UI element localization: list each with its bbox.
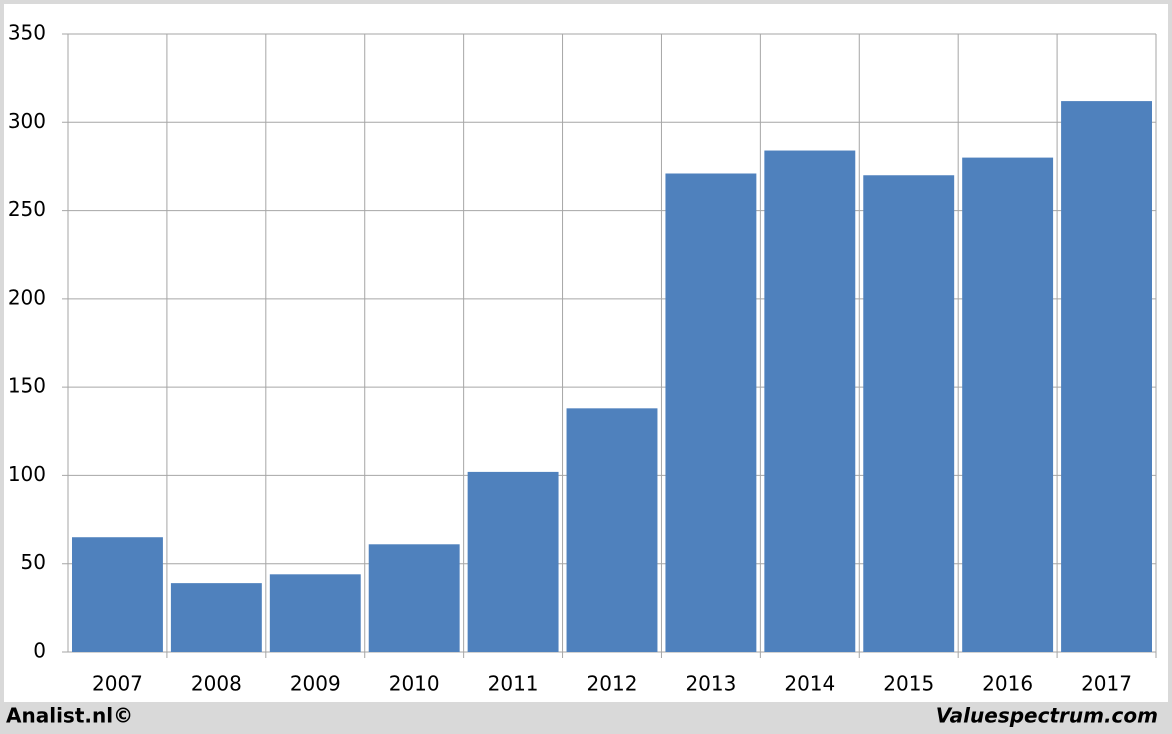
y-tick-label: 350 (8, 21, 46, 45)
y-tick-label: 200 (8, 285, 46, 309)
y-tick-label: 300 (8, 109, 46, 133)
y-tick-label: 250 (8, 197, 46, 221)
bar (72, 537, 163, 652)
bar (566, 408, 658, 652)
x-tick-label: 2008 (191, 672, 242, 696)
x-tick-label: 2009 (290, 672, 341, 696)
x-tick-label: 2016 (982, 672, 1033, 696)
y-tick-label: 100 (8, 462, 46, 486)
bar (1061, 101, 1152, 652)
y-tick-label: 50 (21, 550, 46, 574)
y-tick-label: 150 (8, 374, 46, 398)
bar (665, 173, 757, 652)
y-tick-label: 0 (33, 639, 46, 663)
x-tick-label: 2011 (488, 672, 539, 696)
x-tick-label: 2012 (587, 672, 638, 696)
footer-right: Valuespectrum.com (936, 704, 1158, 728)
bar (962, 157, 1054, 652)
x-tick-label: 2013 (685, 672, 736, 696)
bar (269, 574, 361, 652)
x-tick-label: 2014 (784, 672, 835, 696)
x-tick-label: 2010 (389, 672, 440, 696)
bar (764, 150, 856, 652)
bar (170, 583, 262, 652)
x-tick-label: 2017 (1081, 672, 1132, 696)
bar (368, 544, 460, 652)
x-tick-label: 2015 (883, 672, 934, 696)
x-tick-label: 2007 (92, 672, 143, 696)
footer-left: Analist.nl© (6, 704, 133, 728)
bar (863, 175, 955, 652)
bar (467, 471, 559, 652)
